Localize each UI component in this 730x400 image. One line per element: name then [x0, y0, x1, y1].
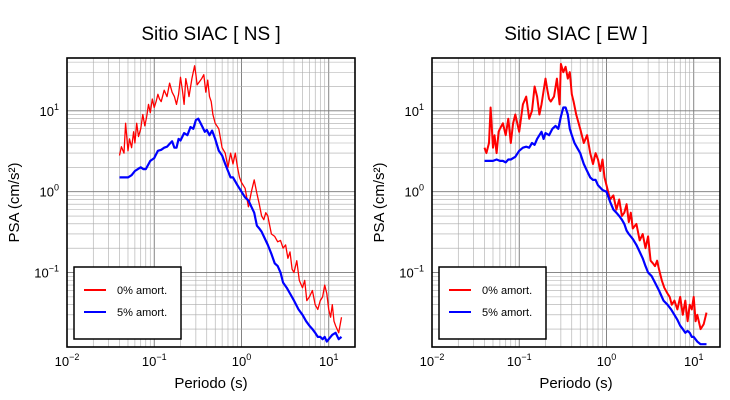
x-tick-label: 100	[232, 352, 251, 369]
legend-entry: 5% amort.	[482, 307, 532, 319]
chart-title: Sitio SIAC [ EW ]	[504, 24, 648, 45]
series-line-0pct	[483, 62, 708, 331]
legend-entry: 5% amort.	[117, 307, 167, 319]
y-tick-label: 100	[405, 183, 424, 200]
x-tick-label: 10−1	[142, 352, 167, 369]
grid	[66, 58, 356, 347]
series-line-5pct	[119, 117, 343, 343]
x-axis-label: Periodo (s)	[539, 375, 612, 392]
x-tick-label: 10−2	[55, 352, 80, 369]
legend-entry: 0% amort.	[482, 285, 532, 297]
legend-box	[73, 266, 182, 340]
legend: 0% amort. 5% amort.	[73, 266, 182, 340]
y-tick-label: 101	[405, 102, 424, 119]
y-tick-label: 10−1	[34, 264, 59, 281]
legend-entry: 0% amort.	[117, 285, 167, 297]
y-tick-label: 100	[40, 183, 59, 200]
chart-title: Sitio SIAC [ NS ]	[141, 24, 280, 45]
x-tick-label: 101	[319, 352, 338, 369]
x-tick-label: 101	[684, 352, 703, 369]
x-tick-label: 100	[597, 352, 616, 369]
y-axis-label: PSA (cm/s²)	[6, 162, 23, 242]
x-axis-label: Periodo (s)	[174, 375, 247, 392]
chart-panel-ns: Sitio SIAC [ NS ] 10−2 10−1 100 101 10−1 100 10…	[6, 24, 356, 392]
legend: 0% amort. 5% amort.	[438, 266, 547, 340]
legend-box	[438, 266, 547, 340]
plot-frame	[431, 57, 721, 348]
plot-frame	[66, 57, 356, 348]
x-tick-label: 10−2	[420, 352, 445, 369]
y-tick-label: 101	[40, 102, 59, 119]
y-axis-label: PSA (cm/s²)	[371, 162, 388, 242]
series-line-5pct	[484, 106, 707, 346]
x-tick-label: 10−1	[507, 352, 532, 369]
chart-panel-ew: Sitio SIAC [ EW ] 10−2 10−1 100 101 10−1 100 10…	[371, 24, 721, 392]
series-line-0pct	[118, 65, 343, 334]
y-tick-label: 10−1	[399, 264, 424, 281]
